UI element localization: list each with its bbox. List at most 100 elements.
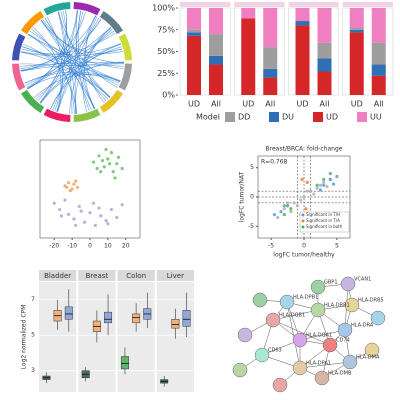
point (102, 165, 106, 169)
point (97, 206, 101, 210)
legend-label: DU (282, 113, 294, 122)
point (91, 201, 96, 205)
bar-segment (295, 21, 310, 26)
point (272, 212, 277, 217)
point (58, 207, 62, 212)
facet-strip (156, 270, 194, 281)
chord-segment (12, 63, 26, 91)
point (108, 162, 112, 166)
bar-segment (371, 8, 386, 43)
node-label: HLA-DQA1 (306, 333, 332, 339)
point (120, 203, 124, 207)
node-label: HLA-DRB1 (324, 303, 350, 309)
y-tick-label: 5 (250, 164, 254, 171)
facet-strip (39, 270, 77, 281)
point (335, 174, 339, 179)
x-tick-label: 5 (335, 243, 339, 250)
bar-segment (209, 34, 223, 56)
point (66, 212, 71, 216)
chord-link (27, 73, 120, 89)
plot-frame (39, 139, 141, 239)
x-tick-label: All (265, 100, 275, 109)
point (276, 215, 280, 220)
chord-segment (99, 10, 124, 35)
x-tick-label: -5 (268, 243, 274, 250)
node-label: HLA-DMA (356, 355, 380, 361)
facet-panel (39, 282, 77, 392)
point (66, 181, 71, 185)
facet-strip (180, 2, 231, 7)
point (65, 185, 69, 190)
bar-segment (371, 75, 386, 95)
chord-link (58, 11, 73, 115)
box (182, 310, 191, 327)
chord-link (40, 11, 84, 104)
point (68, 188, 72, 193)
x-tick-label: -20 (49, 243, 59, 250)
point (109, 151, 114, 155)
chord-link (39, 46, 122, 104)
point (95, 166, 99, 171)
network-node (272, 377, 288, 393)
network-node (310, 302, 326, 318)
point (322, 180, 326, 184)
bar-segment (349, 28, 364, 30)
point (74, 223, 78, 227)
node-label: CD74 (336, 338, 350, 344)
facet-strip (342, 2, 393, 7)
bar-segment (317, 8, 332, 43)
point (285, 204, 290, 208)
network-node (344, 297, 360, 313)
point (115, 215, 119, 220)
point (289, 210, 293, 214)
chord-link (35, 43, 121, 100)
point (328, 177, 332, 182)
chord-segment (73, 2, 101, 16)
network-node (252, 292, 268, 308)
point (116, 155, 121, 159)
chord-segment (43, 108, 71, 122)
point (331, 182, 336, 186)
y-tick-label: -5 (248, 223, 254, 230)
facet-strip (288, 2, 339, 7)
facet-label: Bladder (44, 272, 71, 280)
legend-marker (301, 225, 305, 229)
point (93, 223, 97, 227)
legend-label: Significant in T/A (306, 218, 340, 223)
point (72, 217, 76, 221)
chord-link (22, 46, 121, 83)
point (302, 195, 306, 199)
network-edge (272, 319, 331, 346)
bar-segment (187, 35, 201, 95)
y-tick-label: 0 (250, 194, 254, 201)
point (318, 183, 323, 187)
point (120, 166, 124, 171)
point (106, 157, 110, 161)
chord-segment (43, 2, 71, 16)
chord-segment (118, 33, 132, 61)
chord-link (26, 10, 78, 88)
point (318, 188, 323, 192)
chord-link (31, 28, 95, 110)
bar-segment (241, 8, 256, 19)
point (299, 198, 303, 202)
x-tick-label: UD (351, 100, 363, 109)
bar-segment (371, 64, 386, 76)
point (312, 192, 316, 196)
x-tick-label: UD (188, 100, 200, 109)
bar-segment (349, 8, 364, 29)
facet-strip (234, 2, 285, 7)
node-label: CD63 (268, 348, 282, 354)
bar-segment (317, 42, 332, 59)
chord-segment (118, 63, 132, 91)
y-tick-label: 50% (157, 47, 175, 56)
network-node (337, 322, 353, 338)
point (305, 189, 309, 193)
legend-label: UU (370, 113, 382, 122)
network-node (314, 370, 330, 386)
facet-strip (117, 270, 155, 281)
facet-strip (78, 270, 116, 281)
bar-segment (209, 55, 223, 65)
legend-swatch (357, 112, 367, 122)
point (279, 210, 283, 214)
